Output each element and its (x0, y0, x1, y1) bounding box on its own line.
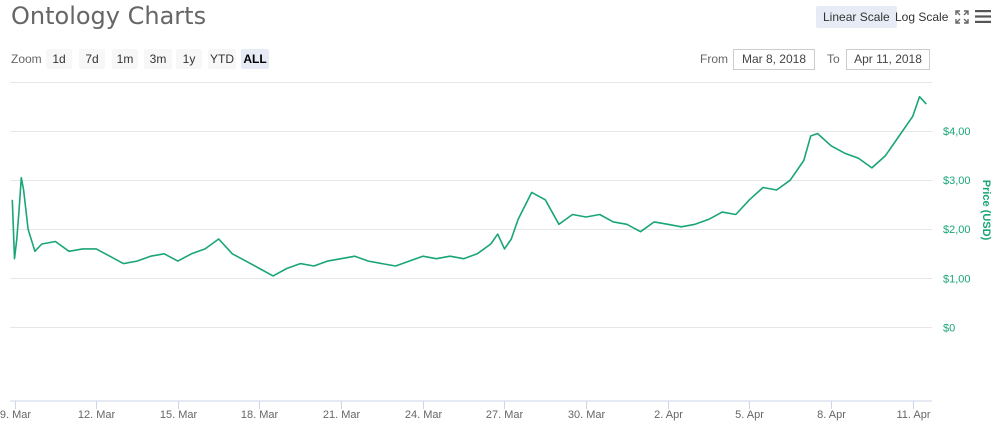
to-date-input[interactable] (846, 49, 930, 70)
x-tick-label: 15. Mar (160, 409, 198, 421)
x-tick-label: 5. Apr (735, 409, 764, 421)
from-label: From (700, 52, 728, 66)
y-tick-label: $4,00 (943, 126, 971, 138)
zoom-ytd-button[interactable]: YTD (208, 49, 236, 69)
y-tick-label: $1,00 (943, 273, 971, 285)
zoom-1y-button[interactable]: 1y (176, 49, 202, 69)
fullscreen-icon[interactable] (955, 10, 969, 24)
x-tick-label: 24. Mar (405, 409, 443, 421)
y-axis-title: Price (USD) (980, 180, 992, 241)
zoom-label: Zoom (11, 52, 42, 66)
y-tick-label: $3,00 (943, 175, 971, 187)
zoom-1d-button[interactable]: 1d (46, 49, 72, 69)
zoom-1m-button[interactable]: 1m (112, 49, 138, 69)
x-ticks: 9. Mar 12. Mar 15. Mar 18. Mar 21. Mar 24. Ma… (0, 401, 931, 421)
x-tick-label: 27. Mar (486, 409, 524, 421)
from-date-input[interactable] (733, 49, 815, 70)
page-title: Ontology Charts (11, 2, 207, 30)
x-tick-label: 8. Apr (817, 409, 846, 421)
y-tick-labels: $0 $1,00 $2,00 $3,00 $4,00 (943, 126, 971, 334)
zoom-7d-button[interactable]: 7d (79, 49, 105, 69)
series-layer (11, 95, 927, 277)
zoom-all-button[interactable]: ALL (241, 49, 269, 69)
x-tick-label: 2. Apr (654, 409, 683, 421)
hamburger-menu-icon[interactable] (975, 9, 991, 24)
x-tick-label: 30. Mar (568, 409, 606, 421)
x-tick-label: 21. Mar (323, 409, 361, 421)
price-series-line (11, 95, 927, 277)
to-label: To (827, 52, 840, 66)
linear-scale-button[interactable]: Linear Scale (816, 6, 897, 28)
x-tick-label: 11. Apr (896, 409, 930, 421)
grid-lines (10, 82, 932, 328)
y-tick-label: $0 (943, 322, 955, 334)
zoom-3m-button[interactable]: 3m (144, 49, 172, 69)
x-tick-label: 18. Mar (241, 409, 279, 421)
x-tick-label: 12. Mar (78, 409, 116, 421)
log-scale-button[interactable]: Log Scale (895, 10, 949, 24)
y-tick-label: $2,00 (943, 224, 971, 236)
x-tick-label: 9. Mar (0, 409, 31, 421)
